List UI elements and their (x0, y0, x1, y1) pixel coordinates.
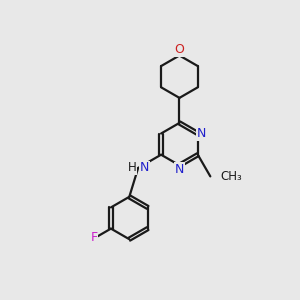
Text: H: H (128, 161, 137, 175)
Text: N: N (140, 161, 149, 175)
Text: O: O (175, 43, 184, 56)
Text: N: N (175, 163, 184, 176)
Text: F: F (91, 231, 98, 244)
Text: N: N (197, 127, 206, 140)
Text: CH₃: CH₃ (220, 170, 242, 183)
